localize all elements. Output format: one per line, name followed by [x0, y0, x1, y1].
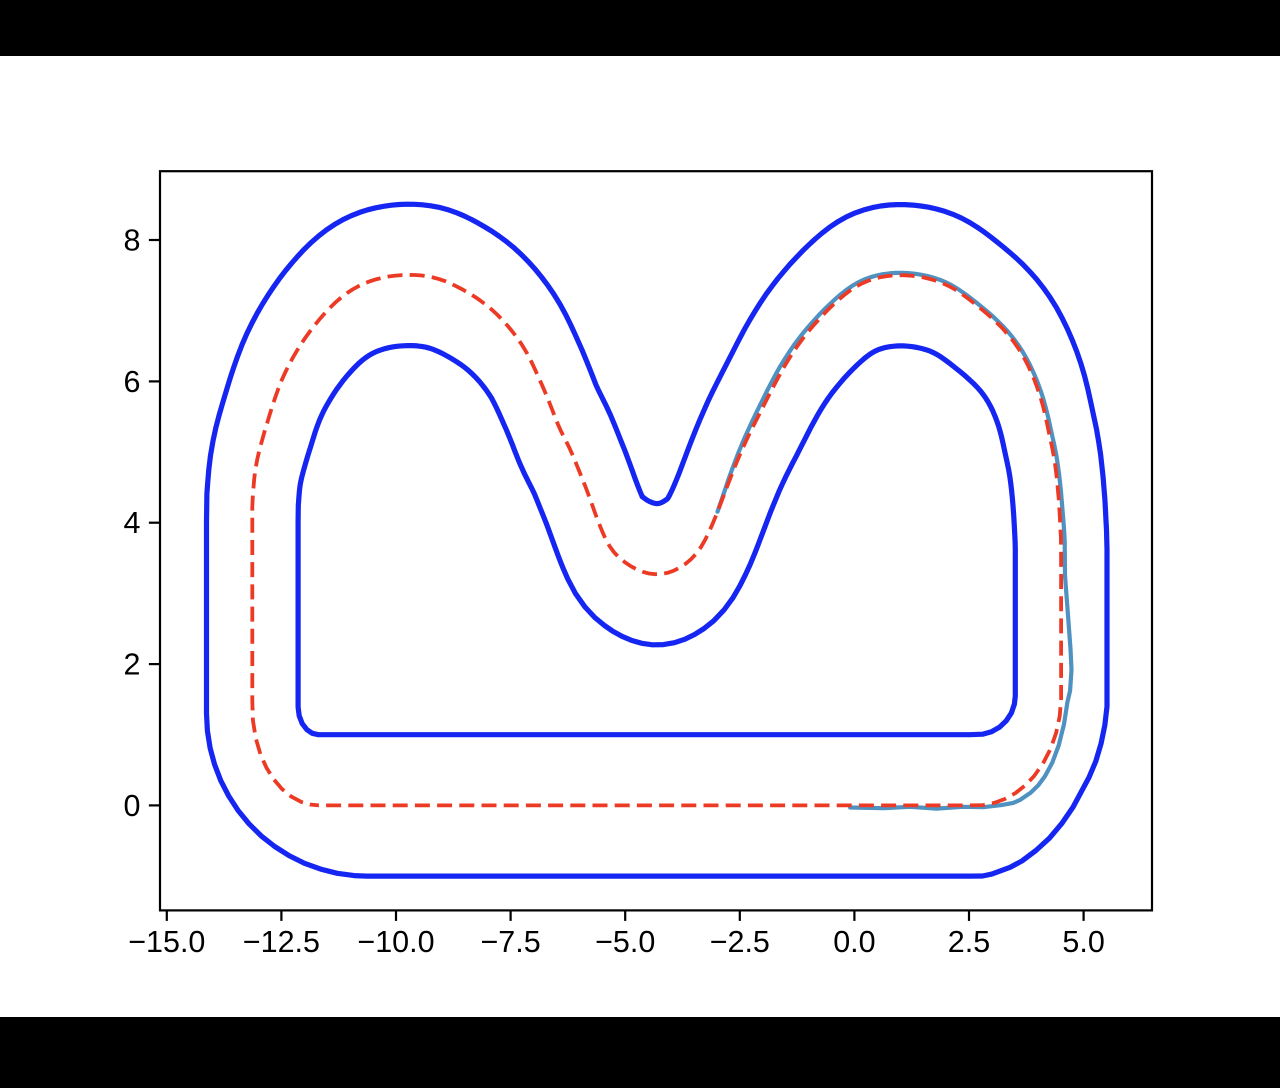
svg-text:8: 8	[124, 224, 141, 258]
svg-text:−15.0: −15.0	[128, 925, 205, 959]
svg-text:0.0: 0.0	[833, 925, 875, 959]
svg-text:5.0: 5.0	[1062, 925, 1104, 959]
svg-text:−7.5: −7.5	[480, 925, 540, 959]
svg-text:−5.0: −5.0	[595, 925, 655, 959]
svg-text:2: 2	[124, 648, 141, 682]
svg-text:6: 6	[124, 365, 141, 399]
svg-text:2.5: 2.5	[948, 925, 990, 959]
svg-text:−2.5: −2.5	[710, 925, 770, 959]
svg-text:−12.5: −12.5	[243, 925, 320, 959]
svg-text:−10.0: −10.0	[357, 925, 434, 959]
svg-text:0: 0	[124, 789, 141, 823]
svg-text:4: 4	[124, 506, 141, 540]
